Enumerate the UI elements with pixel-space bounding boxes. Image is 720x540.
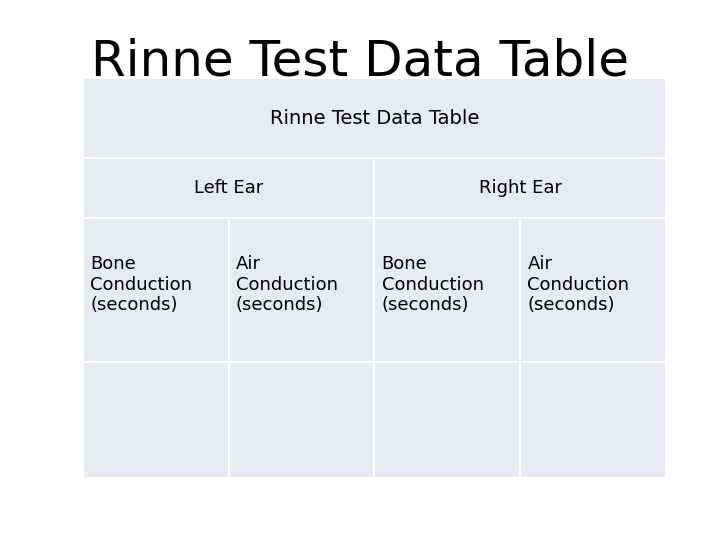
Text: Bone
Conduction
(seconds): Bone Conduction (seconds) [90, 255, 192, 314]
Text: Rinne Test Data Table: Rinne Test Data Table [91, 38, 629, 86]
Text: Right Ear: Right Ear [479, 179, 562, 197]
Text: Air
Conduction
(seconds): Air Conduction (seconds) [236, 255, 338, 314]
Text: Air
Conduction
(seconds): Air Conduction (seconds) [527, 255, 629, 314]
Text: Rinne Test Data Table: Rinne Test Data Table [270, 109, 479, 128]
Text: Bone
Conduction
(seconds): Bone Conduction (seconds) [382, 255, 484, 314]
Text: Left Ear: Left Ear [194, 179, 264, 197]
